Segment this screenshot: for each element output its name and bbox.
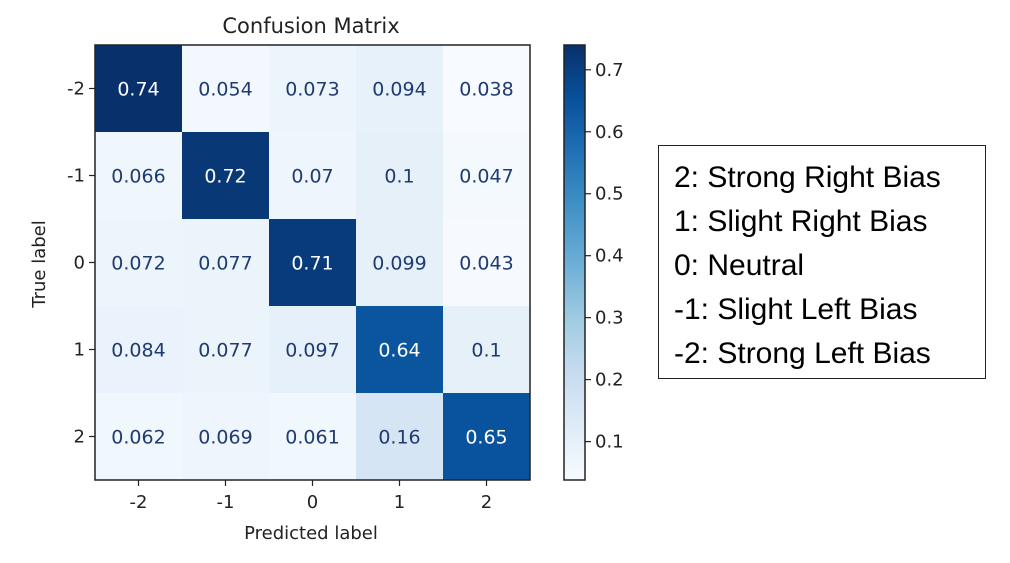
matrix-cell [182,219,270,307]
matrix-cell [269,45,357,133]
matrix-cell [443,393,531,481]
x-tick-label: -2 [130,492,148,513]
matrix-cell [182,393,270,481]
cell-value-label: 0.054 [198,79,252,101]
cell-value-label: 0.099 [372,253,426,275]
matrix-cell [95,45,183,133]
legend-line: 2: Strong Right Bias [674,161,941,194]
matrix-cell [269,393,357,481]
matrix-cell [269,219,357,307]
cell-value-label: 0.72 [204,166,246,188]
matrix-cell [95,393,183,481]
cell-value-label: 0.061 [285,427,339,449]
matrix-cell [182,45,270,133]
matrix-cell [443,219,531,307]
matrix-cell [356,45,444,133]
colorbar-tick-label: 0.4 [595,246,624,267]
matrix-cell [95,219,183,307]
matrix-cell [443,45,531,133]
colorbar-tick-label: 0.6 [595,122,624,143]
x-axis-label: Predicted label [244,523,378,544]
cell-value-label: 0.047 [459,166,513,188]
matrix-cell [182,306,270,394]
confusion-matrix-chart: Confusion Matrix Predicted label True la… [29,14,624,544]
y-tick-label: 1 [74,340,85,361]
colorbar [563,44,586,481]
cell-value-label: 0.066 [111,166,165,188]
x-tick-label: 2 [481,492,492,513]
matrix-cell [356,306,444,394]
matrix-cell [356,132,444,220]
cell-value-label: 0.07 [291,166,333,188]
colorbar-tick-label: 0.7 [595,60,624,81]
bias-legend-box: 2: Strong Right Bias 1: Slight Right Bia… [658,145,986,379]
cell-value-label: 0.077 [198,340,252,362]
x-tick-label: -1 [217,492,235,513]
cell-value-label: 0.094 [372,79,426,101]
cell-value-label: 0.043 [459,253,513,275]
legend-line: -1: Slight Left Bias [674,293,918,326]
cell-value-label: 0.1 [471,340,501,362]
cell-value-label: 0.084 [111,340,165,362]
cell-value-label: 0.077 [198,253,252,275]
colorbar-tick-label: 0.1 [595,432,624,453]
matrix-cell [95,306,183,394]
legend-line: 0: Neutral [674,249,805,282]
y-tick-label: 0 [74,253,85,274]
matrix-cell [182,132,270,220]
cell-value-label: 0.073 [285,79,339,101]
matrix-cell [95,132,183,220]
cell-value-label: 0.71 [291,253,333,275]
matrix-cell [356,219,444,307]
cell-value-label: 0.038 [459,79,513,101]
colorbar-tick-label: 0.3 [595,308,624,329]
matrix-cell [356,393,444,481]
chart-title: Confusion Matrix [222,14,399,38]
y-axis-label: True label [29,220,50,309]
cell-value-label: 0.1 [384,166,414,188]
cell-value-label: 0.16 [378,427,420,449]
colorbar-tick-label: 0.5 [595,184,624,205]
matrix-cell [269,306,357,394]
matrix-cell [443,306,531,394]
cell-value-label: 0.097 [285,340,339,362]
y-tick-label: 2 [74,427,85,448]
legend-line: 1: Slight Right Bias [674,205,928,238]
cell-value-label: 0.072 [111,253,165,275]
colorbar-tick-label: 0.2 [595,370,624,391]
cell-value-label: 0.64 [378,340,420,362]
x-tick-label: 1 [394,492,405,513]
cell-value-label: 0.65 [465,427,507,449]
matrix-cell [269,132,357,220]
cell-value-label: 0.069 [198,427,252,449]
cell-value-label: 0.062 [111,427,165,449]
x-tick-label: 0 [307,492,318,513]
y-tick-label: -1 [67,166,85,187]
cell-value-label: 0.74 [117,79,159,101]
y-tick-label: -2 [67,79,85,100]
matrix-cell [443,132,531,220]
legend-line: -2: Strong Left Bias [674,337,931,370]
